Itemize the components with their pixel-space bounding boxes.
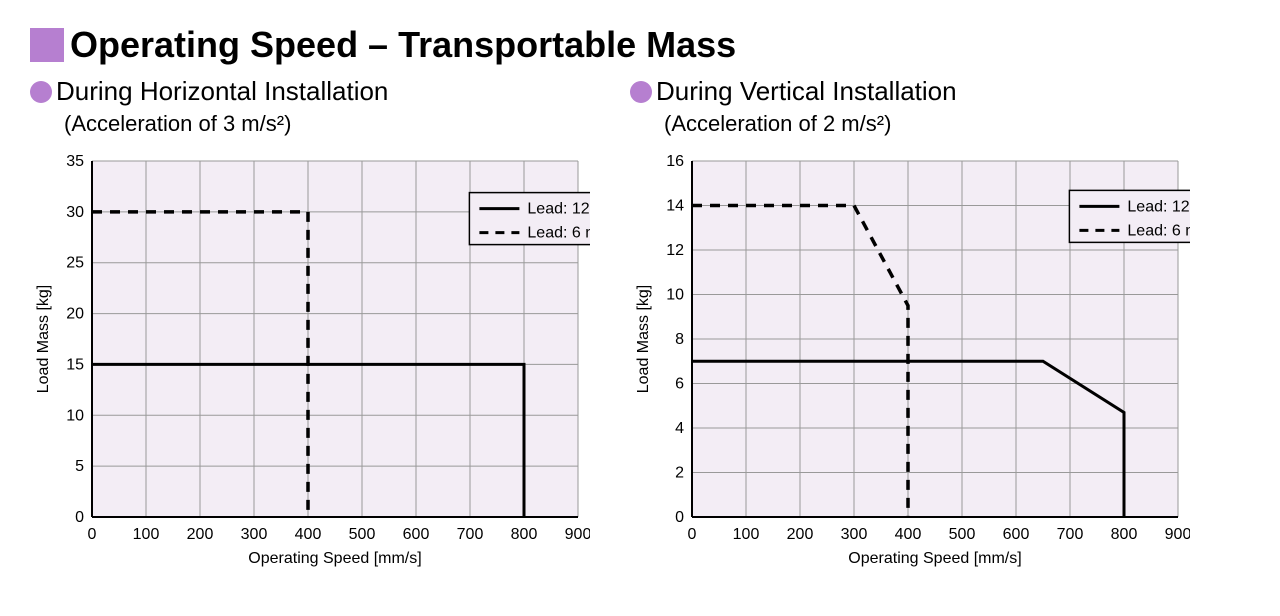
square-bullet-icon xyxy=(30,28,64,62)
x-tick-label: 500 xyxy=(949,526,976,543)
main-title: Operating Speed – Transportable Mass xyxy=(70,24,736,66)
x-tick-label: 600 xyxy=(1003,526,1030,543)
x-tick-label: 700 xyxy=(1057,526,1084,543)
y-tick-label: 2 xyxy=(675,465,684,482)
sub-title: During Horizontal Installation xyxy=(56,76,388,107)
y-tick-label: 4 xyxy=(675,420,684,437)
y-tick-label: 8 xyxy=(675,331,684,348)
chart-horizontal: During Horizontal Installation (Accelera… xyxy=(30,76,590,567)
x-tick-label: 400 xyxy=(895,526,922,543)
circle-bullet-icon xyxy=(30,81,52,103)
y-tick-label: 16 xyxy=(666,153,684,170)
x-tick-label: 800 xyxy=(511,526,538,543)
sub-title-row: During Vertical Installation xyxy=(630,76,1190,107)
main-title-row: Operating Speed – Transportable Mass xyxy=(30,24,1250,66)
y-tick-label: 6 xyxy=(675,376,684,393)
y-tick-label: 30 xyxy=(66,204,84,221)
y-tick-label: 35 xyxy=(66,153,84,170)
x-tick-label: 0 xyxy=(88,526,97,543)
x-tick-label: 900 xyxy=(565,526,590,543)
y-tick-label: 0 xyxy=(75,509,84,526)
y-tick-label: 15 xyxy=(66,356,84,373)
x-tick-label: 100 xyxy=(133,526,160,543)
x-tick-label: 200 xyxy=(787,526,814,543)
x-tick-label: 300 xyxy=(841,526,868,543)
chart-vertical: During Vertical Installation (Accelerati… xyxy=(630,76,1190,567)
y-tick-label: 12 xyxy=(666,242,684,259)
y-axis-label: Load Mass [kg] xyxy=(35,285,52,394)
x-tick-label: 200 xyxy=(187,526,214,543)
charts-row: During Horizontal Installation (Accelera… xyxy=(30,76,1250,567)
chart-svg-horizontal: 0 100 200 300 400 500 600 700 800 900 0 5 10 15 20 25 30… xyxy=(30,147,590,567)
y-tick-label: 25 xyxy=(66,255,84,272)
x-tick-label: 700 xyxy=(457,526,484,543)
x-axis-label: Operating Speed [mm/s] xyxy=(848,550,1021,567)
legend-label: Lead: 6 mm xyxy=(1127,222,1190,239)
x-tick-label: 900 xyxy=(1165,526,1190,543)
x-tick-label: 300 xyxy=(241,526,268,543)
y-tick-label: 0 xyxy=(675,509,684,526)
y-tick-label: 10 xyxy=(66,407,84,424)
x-tick-label: 400 xyxy=(295,526,322,543)
x-tick-label: 0 xyxy=(688,526,697,543)
accel-note: (Acceleration of 3 m/s²) xyxy=(64,111,590,137)
x-tick-label: 800 xyxy=(1111,526,1138,543)
x-tick-label: 600 xyxy=(403,526,430,543)
x-tick-label: 500 xyxy=(349,526,376,543)
x-tick-label: 100 xyxy=(733,526,760,543)
y-tick-label: 14 xyxy=(666,198,684,215)
circle-bullet-icon xyxy=(630,81,652,103)
sub-title: During Vertical Installation xyxy=(656,76,957,107)
chart-svg-vertical: 0 100 200 300 400 500 600 700 800 900 0 2 4 6 8 10 12 14 1… xyxy=(630,147,1190,567)
sub-title-row: During Horizontal Installation xyxy=(30,76,590,107)
legend-label: Lead: 12 mm xyxy=(1127,198,1190,215)
x-axis-label: Operating Speed [mm/s] xyxy=(248,550,421,567)
legend-label: Lead: 6 mm xyxy=(527,225,590,242)
accel-note: (Acceleration of 2 m/s²) xyxy=(664,111,1190,137)
y-tick-label: 5 xyxy=(75,458,84,475)
y-axis-label: Load Mass [kg] xyxy=(635,285,652,394)
y-tick-label: 10 xyxy=(666,287,684,304)
legend-label: Lead: 12 mm xyxy=(527,201,590,218)
y-tick-label: 20 xyxy=(66,306,84,323)
